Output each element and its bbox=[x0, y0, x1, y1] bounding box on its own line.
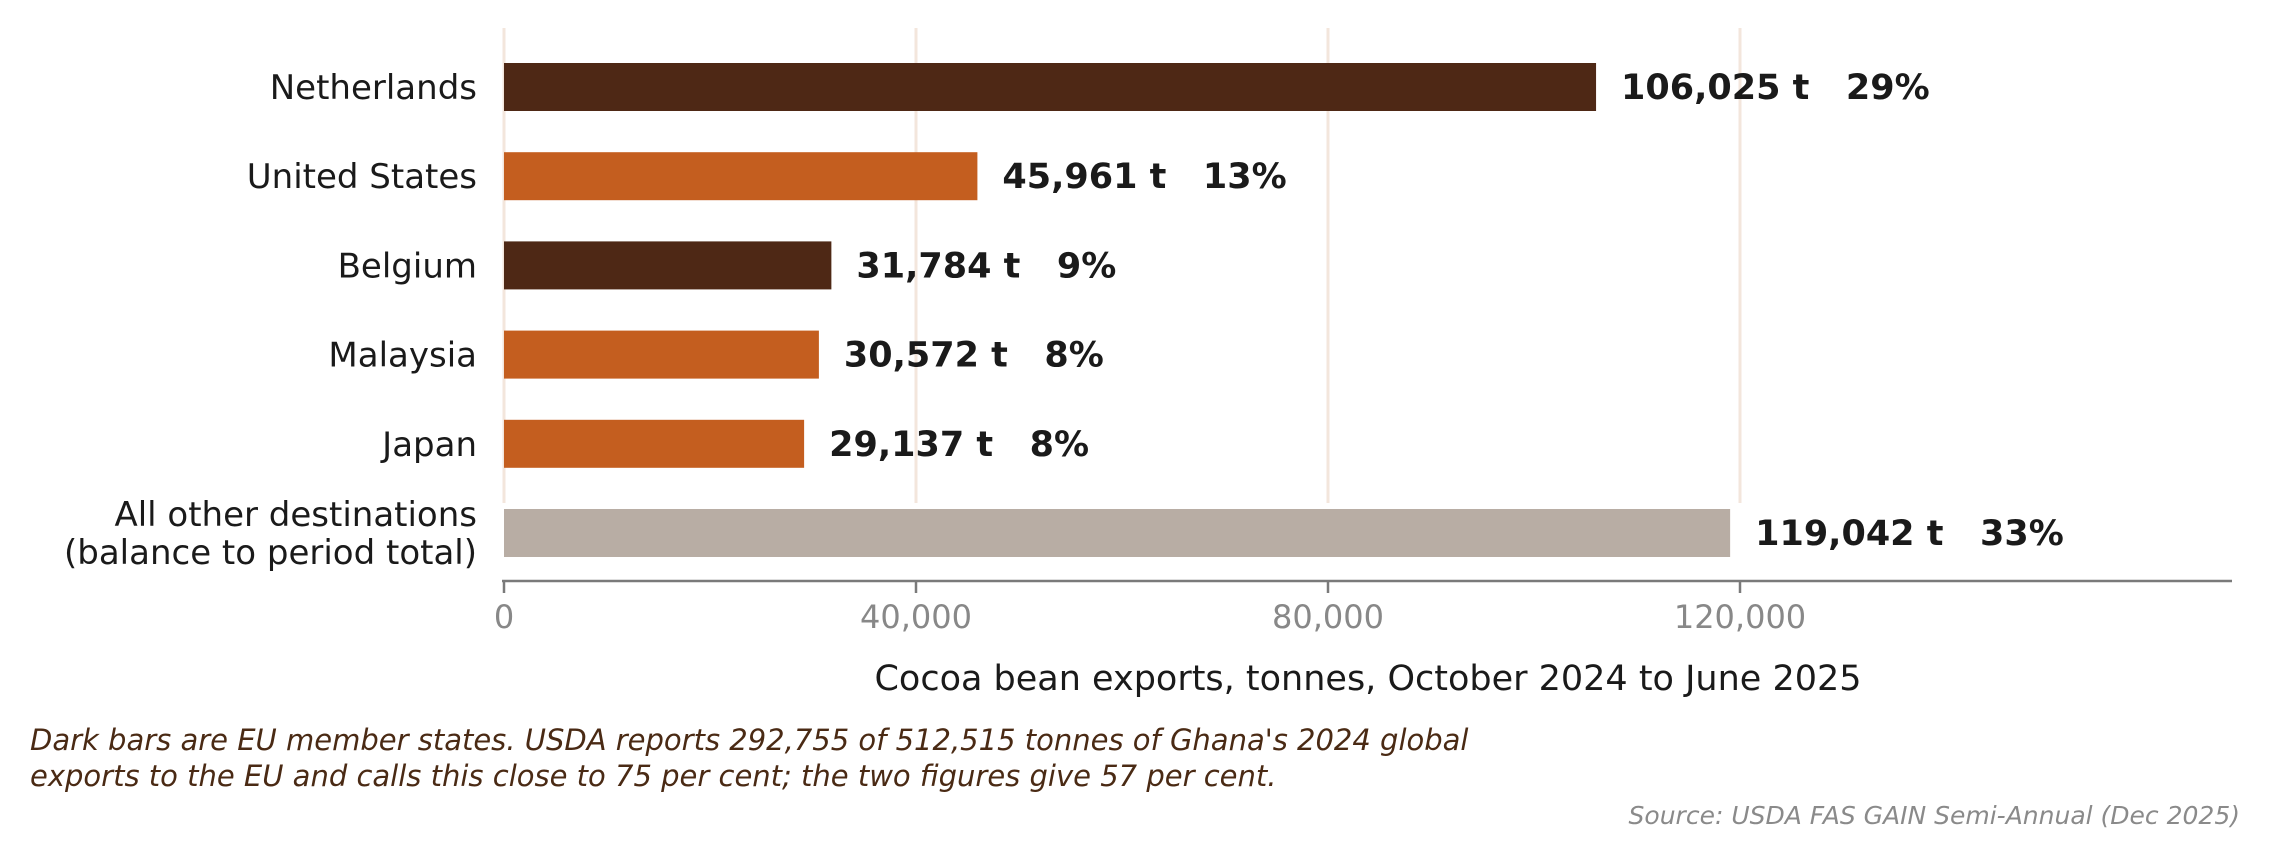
bar-4 bbox=[504, 419, 805, 468]
bar-0 bbox=[504, 63, 1597, 111]
category-labels: Netherlands United States Belgium Malaysia J… bbox=[64, 68, 477, 573]
category-label-4: Japan bbox=[380, 425, 477, 465]
value-label-5: 119,042 t 33% bbox=[1755, 514, 2064, 554]
x-tick-label-0: 0 bbox=[494, 598, 514, 636]
value-label-1: 45,961 t 13% bbox=[1002, 157, 1286, 197]
bar-1 bbox=[504, 152, 978, 201]
category-label-2: Belgium bbox=[338, 246, 477, 286]
footnote-line-1: Dark bars are EU member states. USDA rep… bbox=[30, 723, 1469, 757]
value-label-4: 29,137 t 8% bbox=[829, 425, 1089, 465]
x-tick-label-1: 40,000 bbox=[860, 598, 972, 636]
footnote-line-2: exports to the EU and calls this close t… bbox=[30, 759, 1276, 793]
category-label-3: Malaysia bbox=[328, 336, 477, 376]
x-tick-label-2: 80,000 bbox=[1272, 598, 1384, 636]
value-label-2: 31,784 t 9% bbox=[856, 246, 1116, 286]
bar-2 bbox=[504, 241, 832, 290]
bar-5 bbox=[504, 509, 1731, 557]
bars bbox=[504, 63, 1731, 557]
bar-3 bbox=[504, 330, 819, 379]
category-label-1: United States bbox=[247, 157, 477, 197]
x-axis-title: Cocoa bean exports, tonnes, October 2024… bbox=[874, 659, 1861, 699]
value-labels: 106,025 t 29% 45,961 t 13% 31,784 t 9% 30,5… bbox=[829, 68, 2064, 554]
value-label-3: 30,572 t 8% bbox=[844, 336, 1104, 376]
category-label-5: All other destinations (balance to period… bbox=[64, 495, 477, 573]
value-label-0: 106,025 t 29% bbox=[1621, 68, 1930, 108]
x-axis-ticks: 0 40,000 80,000 120,000 bbox=[494, 581, 1806, 636]
category-label-0: Netherlands bbox=[270, 68, 477, 108]
x-tick-label-3: 120,000 bbox=[1674, 598, 1806, 636]
source-note: Source: USDA FAS GAIN Semi-Annual (Dec 2… bbox=[1629, 801, 2240, 830]
